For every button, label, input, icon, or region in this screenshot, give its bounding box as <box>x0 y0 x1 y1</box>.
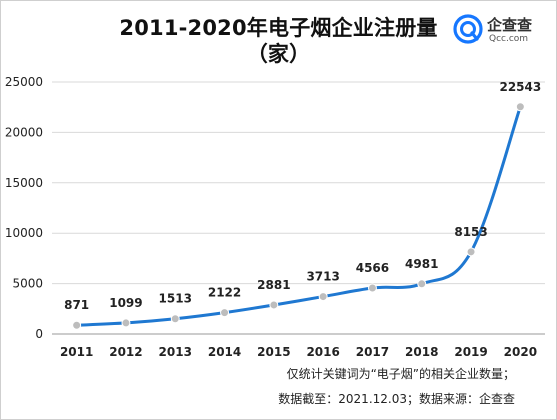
data-label: 4566 <box>356 261 389 275</box>
y-tick-label: 5000 <box>12 277 43 291</box>
data-label: 1513 <box>159 292 192 306</box>
series-line <box>75 105 522 327</box>
data-point <box>515 102 525 112</box>
y-tick-label: 0 <box>35 327 43 341</box>
qcc-logo-name: 企查查 <box>487 16 533 34</box>
x-tick-label: 2012 <box>109 345 142 359</box>
x-tick-label: 2011 <box>60 345 93 359</box>
x-tick-label: 2017 <box>356 345 389 359</box>
qcc-logo-icon <box>453 14 483 44</box>
x-tick-label: 2018 <box>405 345 438 359</box>
x-tick-label: 2014 <box>208 345 241 359</box>
footnote-source: 数据截至：2021.12.03；数据来源：企查查 <box>278 392 515 406</box>
data-label: 8153 <box>454 225 487 239</box>
footnote-scope: 仅统计关键词为“电子烟”的相关企业数量； <box>286 367 515 381</box>
data-point <box>121 318 131 328</box>
chart-title: 2011-2020年电子烟企业注册量 <box>119 16 438 40</box>
data-label: 4981 <box>405 257 438 271</box>
chart-title-unit: （家） <box>246 42 311 66</box>
data-point <box>170 314 180 324</box>
data-point <box>466 247 476 257</box>
y-tick-label: 15000 <box>5 176 43 190</box>
qcc-logo-url: Qcc.com <box>489 34 529 44</box>
y-tick-label: 20000 <box>5 125 43 139</box>
x-tick-label: 2013 <box>159 345 192 359</box>
x-tick-label: 2019 <box>454 345 487 359</box>
x-tick-label: 2015 <box>257 345 290 359</box>
data-label: 871 <box>64 298 89 312</box>
data-label: 22543 <box>499 80 541 94</box>
data-point <box>417 279 427 289</box>
data-label: 2122 <box>208 286 241 300</box>
data-point <box>220 308 230 318</box>
data-point <box>269 300 279 310</box>
data-point <box>367 283 377 293</box>
data-label: 1099 <box>109 296 142 310</box>
x-tick-label: 2016 <box>306 345 339 359</box>
data-point <box>72 320 82 330</box>
y-tick-label: 25000 <box>5 75 43 89</box>
data-point <box>318 292 328 302</box>
data-label: 2881 <box>257 278 290 292</box>
qcc-logo: 企查查 Qcc.com <box>453 12 553 48</box>
y-tick-label: 10000 <box>5 226 43 240</box>
x-tick-label: 2020 <box>504 345 537 359</box>
data-label: 3713 <box>306 270 339 284</box>
